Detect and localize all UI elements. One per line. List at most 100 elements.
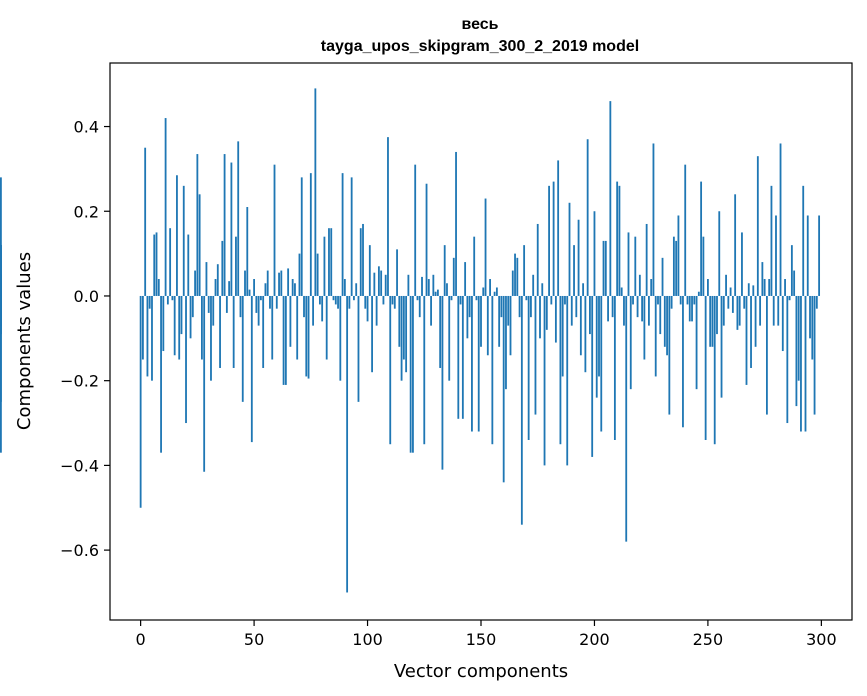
bar xyxy=(328,228,330,296)
bar xyxy=(450,295,453,301)
bar xyxy=(738,295,741,326)
bar xyxy=(448,295,451,381)
bar xyxy=(797,295,800,381)
bar xyxy=(312,295,314,326)
bar xyxy=(398,295,401,347)
bar xyxy=(607,295,609,322)
chart-title-line-2: tayga_upos_skipgram_300_2_2019 model xyxy=(321,38,639,55)
bar xyxy=(164,118,167,296)
bar xyxy=(139,295,142,508)
bar xyxy=(280,270,283,296)
bar xyxy=(720,295,723,398)
bar xyxy=(205,262,208,296)
bar xyxy=(575,295,578,318)
bar xyxy=(309,173,312,296)
bar xyxy=(629,295,632,390)
bar xyxy=(173,295,176,356)
bar xyxy=(334,295,337,305)
bar xyxy=(346,295,349,593)
bar xyxy=(654,295,657,377)
bar xyxy=(641,295,644,322)
bar xyxy=(303,295,305,318)
bar xyxy=(200,295,203,360)
bar xyxy=(214,279,217,296)
bar xyxy=(396,249,398,296)
bar xyxy=(353,295,355,301)
bar xyxy=(688,295,691,322)
bar xyxy=(409,295,412,453)
bar xyxy=(225,295,228,313)
bar xyxy=(747,283,750,296)
bar xyxy=(786,295,789,424)
bar xyxy=(502,295,505,483)
bar xyxy=(350,177,353,296)
x-axis-label: Vector components xyxy=(394,661,568,682)
bar xyxy=(670,295,673,309)
bar xyxy=(623,295,625,326)
bar xyxy=(155,232,158,296)
bar xyxy=(731,295,734,313)
bar xyxy=(672,236,675,296)
bar xyxy=(402,295,405,360)
bar xyxy=(700,181,703,296)
bar xyxy=(725,274,727,296)
bar xyxy=(294,283,296,296)
bar xyxy=(325,295,328,360)
bar xyxy=(684,164,687,296)
bar xyxy=(648,295,650,326)
bar xyxy=(800,295,802,432)
bar xyxy=(611,295,614,318)
bar xyxy=(498,295,501,347)
bar xyxy=(573,245,575,296)
bar xyxy=(244,270,246,296)
bar xyxy=(275,295,278,309)
y-tick-label: 0.4 xyxy=(74,118,99,137)
bar xyxy=(153,234,156,296)
bar xyxy=(216,264,219,296)
x-tick-label: 200 xyxy=(579,630,610,649)
bar xyxy=(366,295,369,322)
bar xyxy=(0,245,2,296)
bar xyxy=(230,162,233,296)
bar xyxy=(709,295,712,347)
bar xyxy=(809,295,811,339)
bar xyxy=(775,215,777,296)
bar xyxy=(228,281,231,296)
bar xyxy=(482,287,485,296)
bar xyxy=(416,295,419,301)
bar xyxy=(702,236,705,296)
bar xyxy=(539,295,541,339)
bar xyxy=(716,295,718,335)
bar xyxy=(255,295,258,313)
bar xyxy=(210,295,212,381)
bar xyxy=(713,295,716,445)
x-tick-label: 100 xyxy=(352,630,383,649)
bar xyxy=(779,143,782,296)
bar xyxy=(473,236,476,296)
bar xyxy=(362,223,364,296)
bar xyxy=(232,295,235,368)
bar xyxy=(316,253,319,296)
bar xyxy=(287,268,290,296)
bar xyxy=(307,295,310,379)
bar xyxy=(530,295,532,318)
bar xyxy=(795,295,798,407)
bar xyxy=(332,295,335,301)
bar xyxy=(219,295,221,368)
bar xyxy=(752,285,755,296)
bar xyxy=(768,279,771,296)
bar xyxy=(189,295,192,339)
bar xyxy=(772,295,775,326)
bar xyxy=(246,207,249,296)
bar xyxy=(475,295,478,301)
chart-title-line-1: весь xyxy=(461,16,498,33)
bar xyxy=(793,270,796,296)
bar xyxy=(570,295,573,326)
bar xyxy=(632,295,634,305)
bar xyxy=(566,295,569,466)
bar xyxy=(802,185,805,296)
bar xyxy=(457,295,460,419)
bar xyxy=(754,295,757,347)
bar xyxy=(613,295,616,440)
bar xyxy=(291,279,294,296)
